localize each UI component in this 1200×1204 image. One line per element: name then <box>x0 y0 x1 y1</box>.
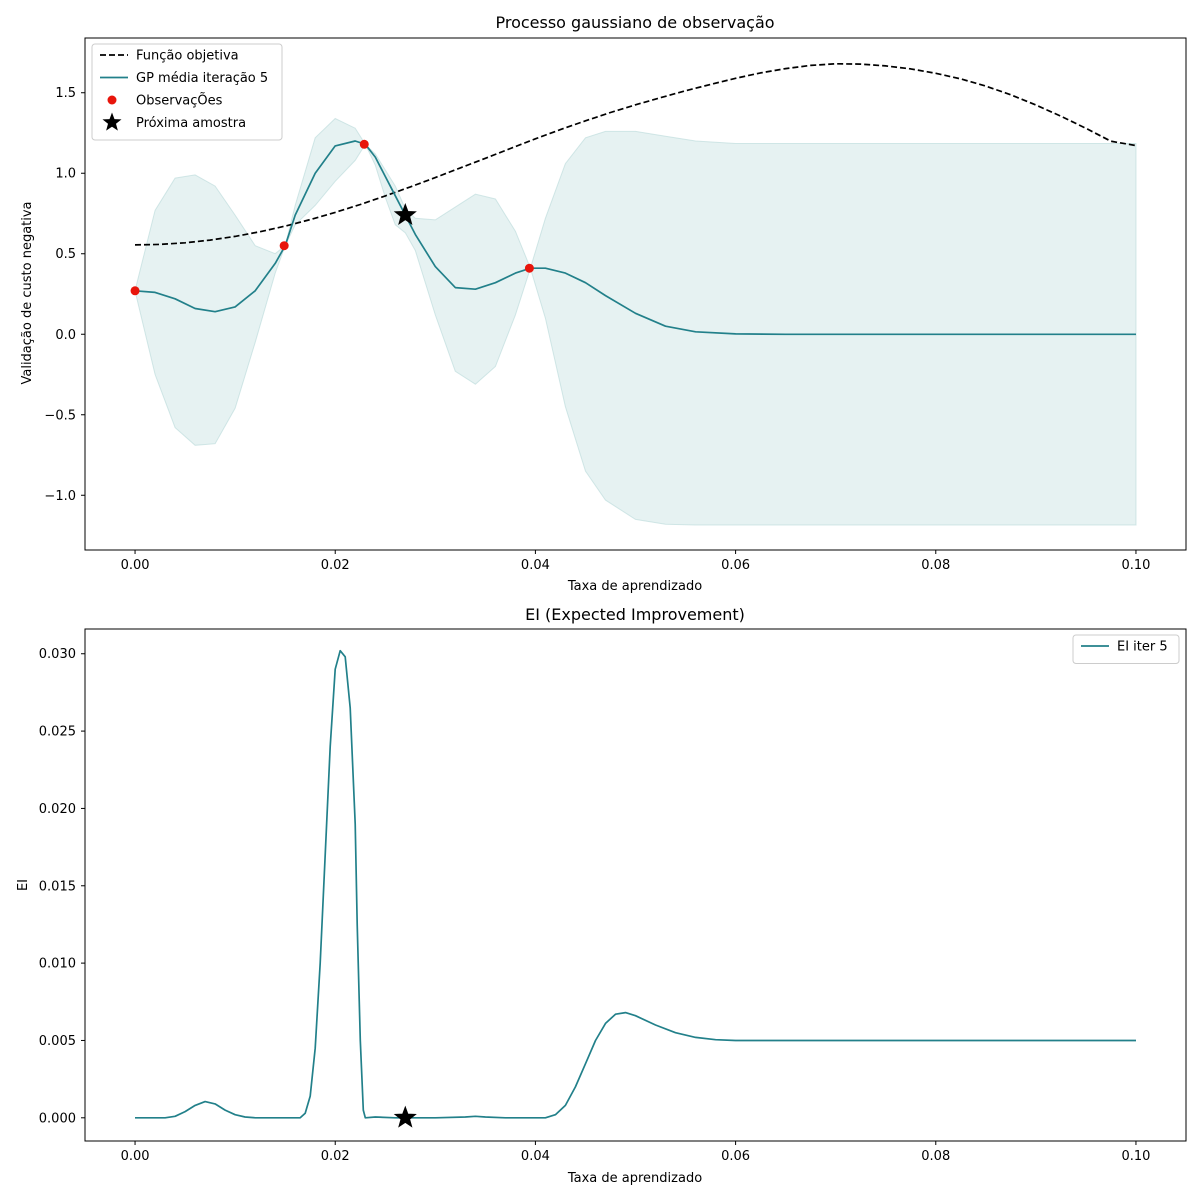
confidence-band <box>134 117 1137 526</box>
y-tick-label: 0.030 <box>39 647 76 662</box>
observation-point <box>279 241 289 251</box>
legend-label: ObservaçÕes <box>136 93 223 109</box>
chart-title: EI (Expected Improvement) <box>525 605 745 624</box>
next-sample-marker <box>393 202 417 225</box>
x-axis-label: Taxa de aprendizado <box>567 1171 702 1186</box>
y-tick-label: 0.000 <box>39 1111 76 1126</box>
y-axis-label: EI <box>16 879 31 891</box>
legend-label: Próxima amostra <box>136 116 246 131</box>
legend: Função objetiva GP média iteração 5 Observ… <box>91 43 283 141</box>
x-axis-label: Taxa de aprendizado <box>567 579 702 594</box>
x-tick-label: 0.06 <box>721 558 750 573</box>
x-tick-label: 0.00 <box>121 558 150 573</box>
y-tick-label: 0.0 <box>55 328 76 343</box>
observation-point <box>359 139 369 149</box>
y-tick-label: −0.5 <box>44 408 76 423</box>
y-tick-label: 0.025 <box>39 725 76 740</box>
plot-frame <box>84 628 1187 1142</box>
legend-box <box>1072 634 1180 664</box>
series-line-0 <box>134 62 1137 246</box>
legend-label: EI iter 5 <box>1117 640 1168 655</box>
x-tick-label: 0.02 <box>321 1149 350 1164</box>
gp-observation-panel: Processo gaussiano de observação Taxa de… <box>20 13 1187 594</box>
legend-handle-observations <box>107 95 117 105</box>
x-tick-label: 0.04 <box>521 558 550 573</box>
chart-title: Processo gaussiano de observação <box>495 13 774 32</box>
legend-label: Função objetiva <box>136 49 239 64</box>
x-tick-label: 0.00 <box>121 1149 150 1164</box>
series-line-0 <box>135 649 1136 1119</box>
y-tick-label: 1.0 <box>55 167 76 182</box>
observation-point <box>130 286 140 296</box>
legend-box <box>91 43 283 141</box>
series-line-1 <box>134 140 1136 336</box>
x-tick-label: 0.04 <box>521 1149 550 1164</box>
y-axis-label: Validação de custo negativa <box>20 201 35 384</box>
x-tick-label: 0.08 <box>921 1149 950 1164</box>
x-tick-label: 0.06 <box>721 1149 750 1164</box>
y-tick-label: 0.020 <box>39 802 76 817</box>
x-tick-label: 0.10 <box>1121 1149 1150 1164</box>
y-tick-label: −1.0 <box>44 489 76 504</box>
observation-point <box>524 263 534 273</box>
plot-frame <box>84 37 1187 551</box>
next-sample-marker <box>393 1105 417 1128</box>
x-tick-label: 0.10 <box>1121 558 1150 573</box>
y-tick-label: 0.5 <box>55 247 76 262</box>
y-tick-label: 0.010 <box>39 957 76 972</box>
legend: EI iter 5 <box>1072 634 1180 664</box>
x-tick-label: 0.08 <box>921 558 950 573</box>
legend-label: GP média iteração 5 <box>136 71 268 86</box>
y-tick-label: 1.5 <box>55 86 76 101</box>
ei-panel: EI (Expected Improvement) Taxa de aprend… <box>16 605 1187 1186</box>
x-tick-label: 0.02 <box>321 558 350 573</box>
y-tick-label: 0.005 <box>39 1034 76 1049</box>
y-tick-label: 0.015 <box>39 879 76 894</box>
legend-handle-star <box>102 112 122 131</box>
